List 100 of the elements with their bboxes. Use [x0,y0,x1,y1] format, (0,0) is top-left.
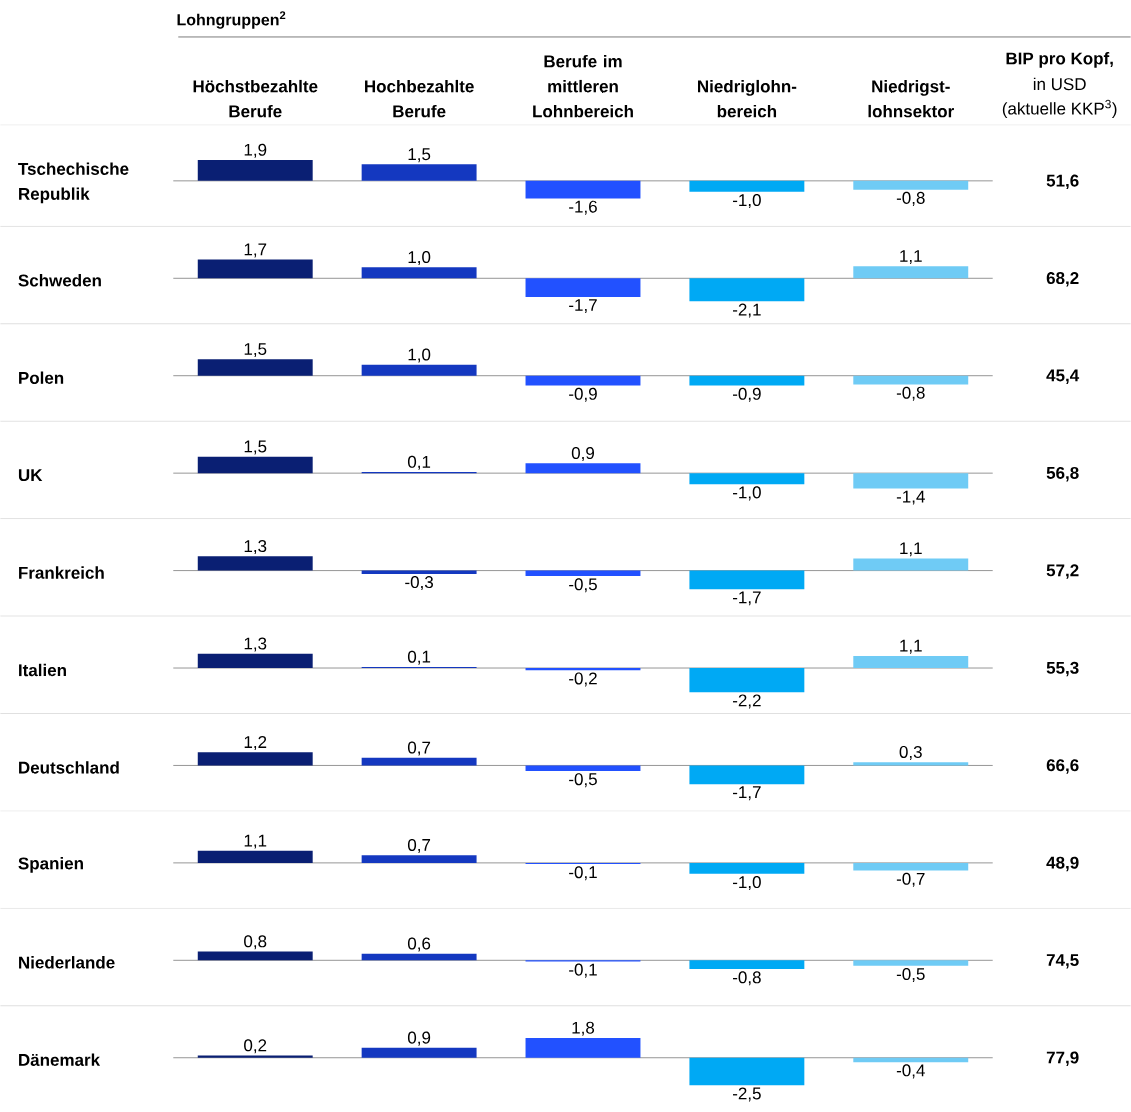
text: 66,6 [1046,759,1079,774]
x-tick-label: Hochbezahlte Berufe [365,79,474,118]
bar [853,1057,969,1063]
y-axis-title: Italien [19,663,66,677]
data-label: -0,4 [896,1064,925,1079]
data-label: 1,1 [900,639,922,654]
text: 55,3 [1046,661,1079,677]
bar [853,655,969,668]
text: in USD [1033,77,1086,91]
bar [197,1055,313,1058]
data-label: 1,3 [244,637,267,652]
x-tick-label: Berufe im mittleren Lohnbereich [533,54,633,118]
text: 74,5 [1046,954,1079,969]
bar [361,1047,477,1058]
y-axis-title: Dänemark [19,1053,101,1066]
data-label: 1,5 [244,343,267,357]
data-label: 0,9 [571,446,595,461]
bar [197,752,313,766]
data-label: -1,7 [569,299,597,313]
bar [197,653,313,668]
y-axis-title: Polen [19,371,64,384]
y-axis-title: Deutschland [19,761,119,774]
chart-subtitle: Lohngruppen$^{2}$ [177,11,286,29]
x-tick-label: Höchstbezahlte Berufe [193,79,318,118]
data-label: 1,8 [572,1021,595,1036]
data-label: 0,7 [407,741,431,756]
data-label: -1,7 [733,786,761,801]
data-label: -0,9 [733,387,761,402]
data-label: 1,5 [244,440,267,455]
data-label: -0,1 [569,963,597,978]
data-label: 1,3 [244,539,267,555]
text: 51,6 [1046,174,1079,190]
data-label: -0,2 [569,672,597,687]
text: 57,2 [1046,564,1079,579]
y-axis-title: UK [18,469,43,481]
data-label: -0,8 [733,971,761,986]
data-label: 0,8 [244,935,267,950]
y-axis-title: Tschechische Republik [18,162,129,204]
data-label: 1,1 [244,834,267,849]
data-label: -2,5 [733,1087,761,1102]
data-label: -1,7 [733,591,761,606]
bar [525,765,641,771]
data-label: -1,4 [896,490,925,505]
data-label: 1,1 [900,542,922,557]
data-label: -1,6 [569,200,597,215]
y-axis-title: Schweden [18,273,101,287]
bar [525,1037,641,1058]
data-label: 0,1 [407,455,431,470]
data-label: -0,3 [405,575,433,591]
data-label: 1,7 [244,243,267,258]
y-axis-title: Spanien [18,856,83,873]
bar [525,463,641,474]
bar [197,259,313,279]
data-label: 0,3 [899,745,922,760]
data-label: 1,2 [244,735,267,750]
y-axis-title: Frankreich [19,566,104,579]
text: 77,9 [1046,1051,1079,1066]
bar [689,473,805,485]
bar [361,757,477,766]
bar [525,278,641,297]
data-label: 1,5 [408,148,431,163]
text: 45,4 [1046,369,1080,384]
data-label: 1,1 [900,250,922,264]
bar [197,456,313,474]
text: (aktuelle KKP$^{3}$) [1002,99,1117,118]
data-label: -0,7 [896,872,925,887]
bar [525,667,641,671]
data-label: 1,0 [408,348,431,363]
bar [689,765,805,785]
bar [689,667,805,693]
data-label: -1,0 [733,875,761,891]
x-tick-label: Niedrigst-lohnsektor [868,79,954,118]
data-label: -2,2 [733,694,761,709]
bar [853,266,969,279]
bar [853,762,969,766]
data-label: -1,0 [733,486,761,501]
data-label: -0,5 [896,967,925,982]
bar [853,473,969,489]
data-label: -0,8 [896,386,925,401]
data-label: -0,9 [569,387,597,402]
data-label: -0,5 [569,578,597,593]
bar [689,278,805,302]
data-label: -0,8 [896,191,925,206]
y-axis-title: Niederlande [19,955,115,969]
data-label: -2,1 [733,303,761,318]
data-label: 0,9 [407,1031,431,1046]
data-label: 0,2 [244,1039,267,1054]
data-label: 0,6 [407,937,431,952]
data-label: 0,1 [407,650,431,665]
text: 68,2 [1046,271,1079,287]
bar [361,267,477,279]
data-label: 0,7 [407,838,431,853]
data-label: -1,0 [733,193,761,208]
text: 56,8 [1046,466,1079,482]
data-label: -0,1 [569,866,597,881]
x-tick-label: Niedriglohn-bereich [698,79,797,118]
data-label: 1,9 [244,143,267,158]
data-label: -0,5 [569,773,597,788]
text: BIP pro Kopf, [1006,51,1113,68]
bar [689,1057,805,1086]
